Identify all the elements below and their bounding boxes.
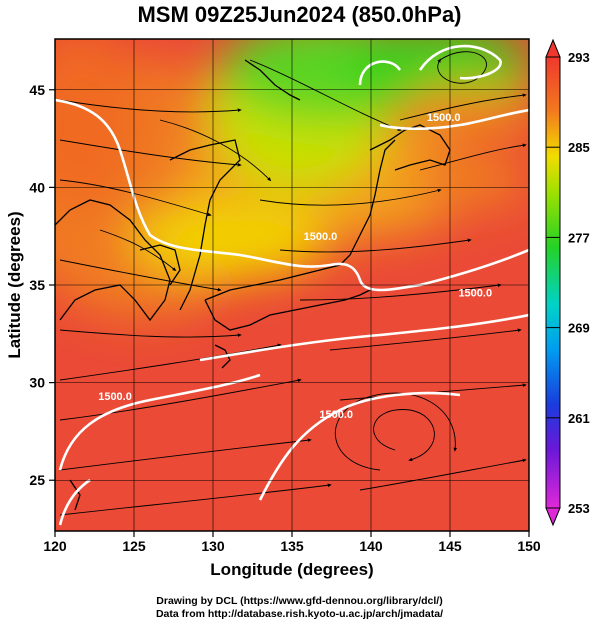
- y-axis-ticks: 25 30 35 40 45: [29, 82, 55, 488]
- credit-line-drawing: Drawing by DCL (https://www.gfd-dennou.o…: [156, 595, 443, 607]
- x-tick-label: 150: [517, 538, 541, 554]
- x-tick-label: 120: [43, 538, 67, 554]
- colorbar-bottom-arrow: [545, 507, 561, 527]
- colorbar-label: 261: [568, 411, 590, 426]
- chart-title: MSM 09Z25Jun2024 (850.0hPa): [137, 2, 462, 27]
- colorbar-label: 285: [568, 140, 590, 155]
- contour-label: 1500.0: [458, 288, 492, 300]
- colorbar-top-arrow: [545, 38, 561, 58]
- y-tick-label: 45: [29, 82, 45, 98]
- contour-label: 1500.0: [98, 391, 132, 403]
- x-axis-ticks: 120 125 130 135 140 145 150: [43, 531, 541, 554]
- contour-label: 1500.0: [304, 231, 338, 243]
- temperature-field: [55, 39, 529, 531]
- credit-line-data: Data from http://database.rish.kyoto-u.a…: [155, 608, 444, 620]
- colorbar-label: 269: [568, 321, 590, 336]
- wind-streamlines: [59, 51, 527, 516]
- colorbar: 293 285 277 269 261 253: [545, 38, 590, 527]
- coastline: [55, 59, 451, 511]
- y-tick-label: 40: [29, 179, 45, 195]
- contour-label: 1500.0: [319, 409, 353, 421]
- colorbar-label: 253: [568, 501, 590, 516]
- x-axis-title: Longitude (degrees): [210, 560, 373, 579]
- graticule: [55, 39, 529, 531]
- y-tick-label: 30: [29, 375, 45, 391]
- y-axis-title: Latitude (degrees): [5, 211, 24, 358]
- x-tick-label: 140: [359, 538, 383, 554]
- colorbar-label: 293: [568, 50, 590, 65]
- y-tick-label: 25: [29, 472, 45, 488]
- credits: Drawing by DCL (https://www.gfd-dennou.o…: [0, 595, 599, 621]
- colorbar-label: 277: [568, 230, 590, 245]
- x-tick-label: 145: [438, 538, 462, 554]
- contour-label: 1500.0: [427, 112, 461, 124]
- contour-labels: 1500.0 1500.0 1500.0 1500.0 1500.0: [98, 112, 492, 421]
- x-tick-label: 130: [201, 538, 225, 554]
- x-tick-label: 135: [280, 538, 304, 554]
- y-tick-label: 35: [29, 277, 45, 293]
- x-tick-label: 125: [122, 538, 146, 554]
